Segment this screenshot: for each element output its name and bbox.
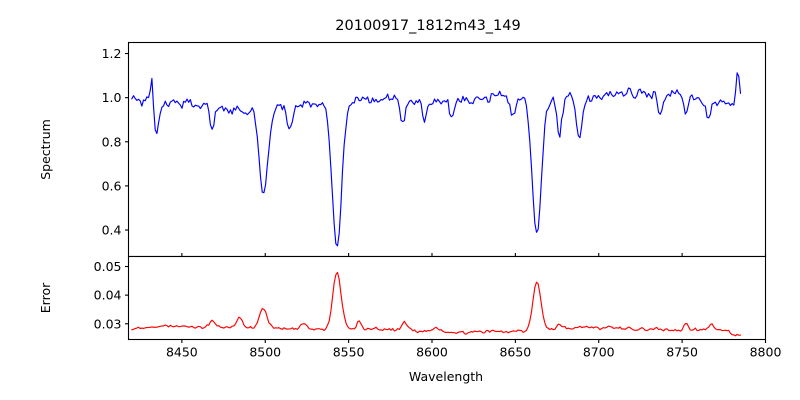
xtick-label: 8650: [499, 345, 531, 360]
error-plot-area: [128, 256, 766, 340]
xtick-label: 8700: [583, 345, 615, 360]
xtick-label: 8500: [249, 345, 281, 360]
spectrum-panel: 0.4 0.6 0.8 1.0 1.2 Spectrum: [38, 41, 767, 258]
error-ytick-labels: 0.03 0.04 0.05: [94, 259, 122, 331]
xtick-label: 8550: [333, 345, 365, 360]
error-tick-marks: [125, 265, 767, 343]
error-ytick-label: 0.05: [94, 259, 122, 274]
xtick-label: 8450: [166, 345, 198, 360]
error-ylabel: Error: [38, 282, 53, 313]
error-axes-frame: [127, 255, 767, 341]
spectrum-ytick-labels: 0.4 0.6 0.8 1.0 1.2: [102, 46, 122, 237]
xaxis-label: Wavelength: [409, 369, 483, 384]
spectrum-ytick-label: 0.8: [102, 134, 122, 149]
error-ytick-label: 0.04: [94, 288, 122, 303]
spectrum-ytick-label: 1.0: [102, 90, 122, 105]
spectrum-plot-area: [128, 42, 766, 257]
spectrum-ytick-label: 0.4: [102, 223, 122, 238]
spectrum-ylabel: Spectrum: [38, 119, 53, 180]
error-line: [131, 271, 742, 337]
error-ytick-label: 0.03: [94, 316, 122, 331]
figure-title: 20100917_1812m43_149: [335, 18, 520, 34]
xtick-label: 8750: [666, 345, 698, 360]
spectrum-line: [131, 72, 742, 247]
xtick-label: 8600: [416, 345, 448, 360]
error-xtick-labels: 8450 8500 8550 8600 8650 8700 8750 8800: [166, 345, 781, 360]
xtick-label: 8800: [750, 345, 782, 360]
spectrum-ytick-label: 0.6: [102, 178, 122, 193]
error-panel: 0.03 0.04 0.05 8450 8500 8550 8600 8650 8700 875…: [38, 255, 781, 360]
spectrum-ytick-label: 1.2: [102, 46, 122, 61]
